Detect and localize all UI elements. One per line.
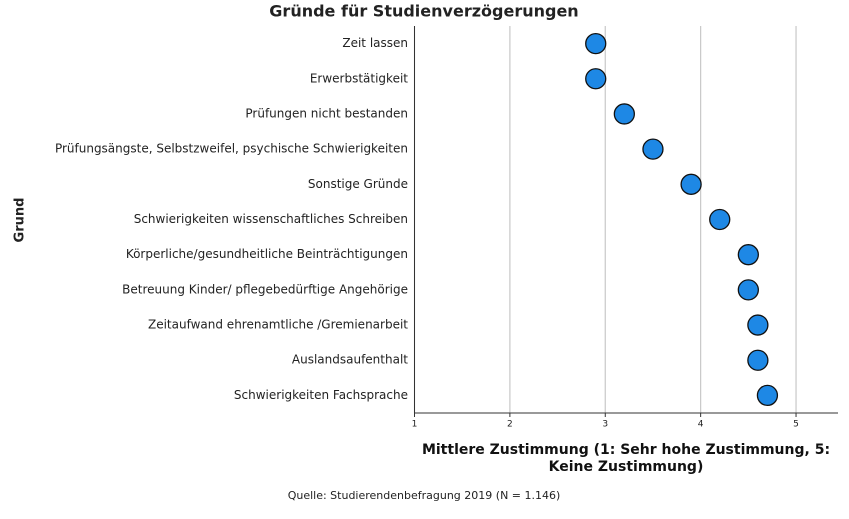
dot (613, 103, 635, 125)
y-tick-label: Sonstige Gründe (308, 177, 408, 191)
dot (709, 208, 731, 231)
x-tick-label: 2 (507, 420, 513, 430)
dot (737, 279, 759, 301)
y-tick-label: Erwerbstätigkeit (310, 71, 408, 85)
dot (747, 314, 769, 336)
dot (585, 68, 607, 90)
dot (756, 384, 779, 407)
y-tick-label: Zeit lassen (342, 36, 408, 50)
chart-title: Gründe für Studienverzögerungen (269, 2, 578, 21)
y-tick-label: Prüfungen nicht bestanden (245, 106, 408, 120)
dot (737, 244, 759, 266)
dot (680, 173, 702, 195)
x-tick-label: 1 (412, 420, 418, 430)
x-tick-label: 5 (793, 420, 799, 430)
x-tick-label: 4 (698, 420, 704, 430)
y-tick-label: Körperliche/gesundheitliche Beinträchtig… (126, 247, 408, 261)
dot (747, 349, 769, 371)
y-axis-label: Grund (13, 198, 28, 243)
x-axis-label: Mittlere Zustimmung (1: Sehr hohe Zustim… (421, 442, 831, 475)
y-tick-label: Zeitaufwand ehrenamtliche /Gremienarbeit (148, 318, 408, 332)
y-tick-label: Betreuung Kinder/ pflegebedürftige Angeh… (122, 282, 408, 296)
y-tick-label: Schwierigkeiten Fachsprache (234, 388, 408, 402)
y-tick-label: Schwierigkeiten wissenschaftliches Schre… (134, 212, 408, 226)
y-tick-label: Auslandsaufenthalt (292, 353, 408, 367)
source-note: Quelle: Studierendenbefragung 2019 (N = … (288, 489, 561, 502)
y-tick-label: Prüfungsängste, Selbstzweifel, psychisch… (55, 142, 408, 156)
x-tick-label: 3 (602, 420, 608, 430)
dot (642, 138, 664, 160)
dot (585, 32, 607, 55)
